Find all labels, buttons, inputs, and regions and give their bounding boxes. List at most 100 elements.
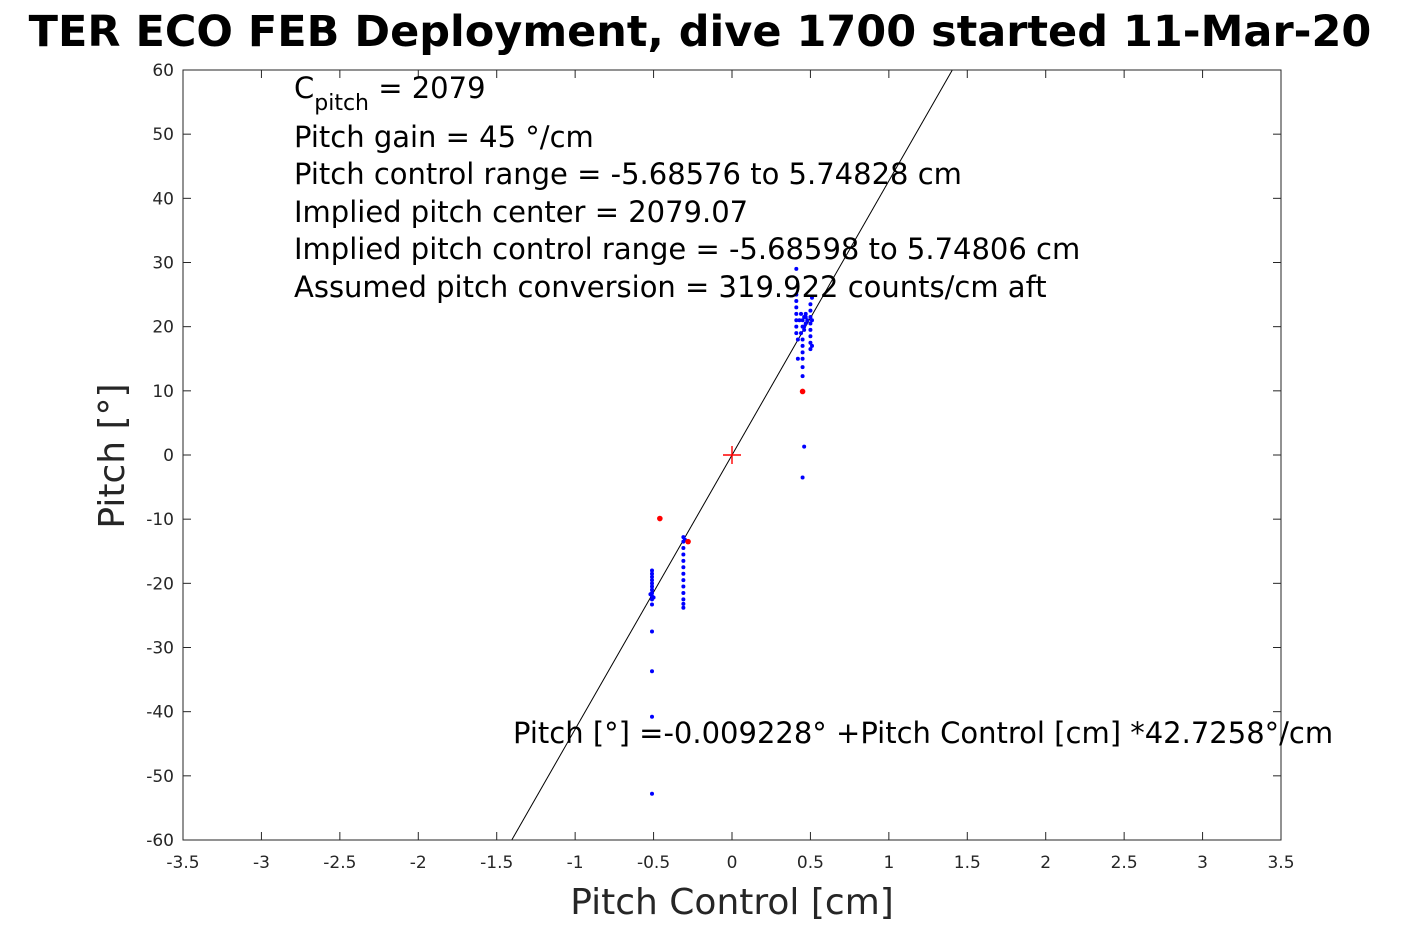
data-point bbox=[794, 266, 799, 271]
data-point bbox=[800, 318, 805, 323]
y-tick-label: -60 bbox=[146, 831, 174, 851]
data-point bbox=[803, 321, 808, 326]
x-tick-label: -1.5 bbox=[480, 853, 513, 873]
data-point bbox=[681, 546, 686, 551]
data-point bbox=[799, 311, 804, 316]
data-point bbox=[800, 374, 805, 379]
data-point bbox=[681, 590, 686, 595]
data-point bbox=[802, 444, 807, 449]
data-point bbox=[795, 337, 800, 342]
annotation-pitch-conversion: Assumed pitch conversion = 319.922 count… bbox=[294, 270, 1047, 304]
chart-title: TER ECO FEB Deployment, dive 1700 starte… bbox=[29, 7, 1372, 57]
data-point bbox=[808, 340, 813, 345]
data-marks bbox=[511, 69, 953, 841]
annotation-implied-control-range: Implied pitch control range = -5.68598 t… bbox=[294, 232, 1080, 266]
data-point bbox=[650, 571, 655, 576]
data-point bbox=[794, 324, 799, 329]
data-point bbox=[681, 578, 686, 583]
data-point bbox=[800, 337, 805, 342]
annotation-cpitch-symbol: C bbox=[294, 71, 314, 105]
data-point bbox=[648, 592, 653, 597]
x-tick-label: 1.5 bbox=[954, 853, 981, 873]
x-tick-label: -0.5 bbox=[637, 853, 670, 873]
data-point bbox=[650, 584, 655, 589]
data-point bbox=[800, 365, 805, 370]
data-point bbox=[800, 356, 805, 361]
annotation-pitch-control-range: Pitch control range = -5.68576 to 5.7482… bbox=[294, 157, 962, 191]
x-tick-label: -2.5 bbox=[323, 853, 356, 873]
data-point bbox=[808, 315, 813, 320]
data-point bbox=[650, 602, 655, 607]
y-tick-label: 10 bbox=[152, 382, 174, 402]
x-tick-label: -2 bbox=[410, 853, 427, 873]
x-tick-label: 3.5 bbox=[1267, 853, 1294, 873]
annotation-cpitch-value: = 2079 bbox=[369, 71, 486, 105]
annotation-implied-pitch-center: Implied pitch center = 2079.07 bbox=[294, 195, 748, 229]
data-point bbox=[808, 334, 813, 339]
data-point bbox=[809, 318, 814, 323]
data-point bbox=[681, 552, 686, 557]
x-tick-label: 0.5 bbox=[797, 853, 824, 873]
data-point bbox=[650, 568, 655, 573]
data-point bbox=[800, 343, 805, 348]
y-tick-label: 40 bbox=[152, 189, 174, 209]
data-point bbox=[794, 311, 799, 316]
data-point bbox=[802, 324, 807, 329]
data-point bbox=[650, 587, 655, 592]
data-point bbox=[794, 305, 799, 310]
annotation-cpitch-subscript: pitch bbox=[314, 91, 369, 116]
data-point bbox=[650, 714, 655, 719]
data-point bbox=[808, 321, 813, 326]
data-point bbox=[800, 475, 805, 480]
x-tick-label: 2.5 bbox=[1111, 853, 1138, 873]
data-point bbox=[650, 578, 655, 583]
data-point bbox=[681, 601, 686, 606]
data-point bbox=[805, 318, 810, 323]
data-point bbox=[809, 343, 814, 348]
data-point bbox=[650, 669, 655, 674]
outlier-point bbox=[685, 538, 691, 545]
y-tick-label: -50 bbox=[146, 767, 174, 787]
data-point bbox=[650, 581, 655, 586]
data-point bbox=[681, 605, 686, 610]
y-tick-label: -40 bbox=[146, 703, 174, 723]
x-tick-label: 0 bbox=[727, 853, 738, 873]
annotation-pitch-gain: Pitch gain = 45 °/cm bbox=[294, 120, 594, 154]
data-point bbox=[803, 311, 808, 316]
outlier-point bbox=[799, 388, 806, 395]
data-point bbox=[794, 292, 799, 297]
data-point bbox=[802, 327, 807, 332]
y-axis-label: Pitch [°] bbox=[92, 383, 133, 528]
data-point bbox=[681, 597, 686, 602]
data-point bbox=[650, 574, 655, 579]
x-axis-label: Pitch Control [cm] bbox=[570, 882, 894, 923]
x-tick-label: 1 bbox=[883, 853, 894, 873]
data-point bbox=[794, 299, 799, 303]
outlier-point bbox=[657, 515, 663, 522]
y-tick-label: 50 bbox=[152, 125, 174, 145]
data-point bbox=[681, 558, 686, 563]
data-point bbox=[808, 347, 813, 352]
data-point bbox=[809, 295, 814, 300]
x-tick-label: -1 bbox=[567, 853, 584, 873]
data-point bbox=[681, 584, 686, 589]
annotation-cpitch: Cpitch = 2079 bbox=[294, 71, 486, 116]
data-point bbox=[800, 350, 805, 355]
x-tick-label: 2 bbox=[1040, 853, 1051, 873]
data-point bbox=[681, 565, 686, 570]
data-point bbox=[799, 331, 804, 336]
data-point bbox=[808, 308, 813, 313]
data-point bbox=[651, 595, 656, 600]
y-tick-label: 20 bbox=[152, 318, 174, 338]
data-point bbox=[794, 331, 799, 336]
y-tick-label: 30 bbox=[152, 254, 174, 274]
x-tick-label: -3 bbox=[253, 853, 270, 873]
x-tick-label: 3 bbox=[1197, 853, 1208, 873]
data-point bbox=[797, 318, 802, 323]
axis-ticks: -3.5 -3 -2.5 -2 -1.5 -1 -0.5 0 0.5 1 1.5 2 2.5 3 3.5 -6… bbox=[146, 61, 1294, 873]
y-tick-label: -20 bbox=[146, 574, 174, 594]
data-point bbox=[794, 318, 799, 323]
y-tick-label: 0 bbox=[163, 446, 174, 466]
y-tick-label: 60 bbox=[152, 61, 174, 81]
